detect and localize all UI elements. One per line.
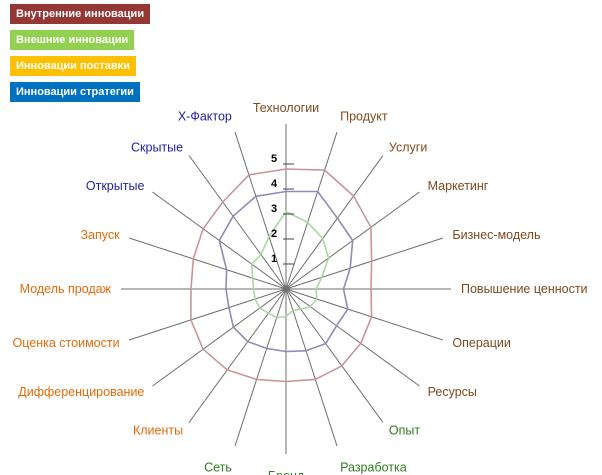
axis-label: Опыт <box>389 424 420 438</box>
legend-item-supply: Инновации поставки <box>10 56 136 76</box>
axis-labels: Технологии Продукт Услуги Маркетинг Бизнес-м… <box>13 101 588 475</box>
spoke <box>285 237 444 290</box>
spoke <box>188 155 287 290</box>
spoke <box>188 288 287 423</box>
scale-ticks: 1 2 3 4 5 <box>271 153 294 265</box>
axis-label: Запуск <box>80 228 120 242</box>
spokes <box>121 124 451 454</box>
spoke <box>285 288 384 423</box>
series-line <box>218 190 354 353</box>
series-lines <box>190 168 373 383</box>
spoke <box>128 237 287 290</box>
spoke <box>234 288 287 447</box>
spoke <box>285 288 420 387</box>
axis-label: Клиенты <box>133 424 183 438</box>
axis-label: Бизнес-модель <box>452 228 540 242</box>
series-line <box>250 210 330 319</box>
axis-label: Дифференцирование <box>18 385 144 399</box>
legend-item-external: Внешние инновации <box>10 30 135 50</box>
axis-label: Технологии <box>253 101 319 115</box>
spoke <box>234 131 287 290</box>
axis-label: Оценка стоимости <box>13 336 120 350</box>
spoke <box>285 288 338 447</box>
axis-label: Продукт <box>340 110 388 124</box>
spoke <box>285 288 444 341</box>
axis-label: Модель продаж <box>20 282 112 296</box>
axis-label: Ресурсы <box>428 385 477 399</box>
spoke <box>128 288 287 341</box>
spoke <box>285 131 338 290</box>
axis-label: Сеть <box>204 460 232 474</box>
axis-label: Услуги <box>389 140 427 154</box>
spoke <box>285 155 384 290</box>
legend: Внутренние инновации Внешние инновации И… <box>10 4 190 108</box>
axis-label: Скрытые <box>131 140 183 154</box>
tick-label: 1 <box>271 253 277 265</box>
tick-label: 3 <box>271 203 277 215</box>
tick-label: 4 <box>271 178 278 190</box>
legend-item-strategy: Инновации стратегии <box>10 82 140 102</box>
tick-label: 5 <box>271 153 277 165</box>
axis-label: Маркетинг <box>428 179 489 193</box>
axis-label: Открытые <box>86 179 145 193</box>
axis-label: Повышение ценности <box>461 282 588 296</box>
axis-label: Бренд <box>268 469 305 475</box>
spoke <box>152 288 287 387</box>
axis-label: X-Фактор <box>178 110 232 124</box>
legend-item-internal: Внутренние инновации <box>10 4 151 24</box>
tick-label: 2 <box>271 228 277 240</box>
axis-label: Операции <box>452 336 510 350</box>
series-line <box>190 168 373 383</box>
axis-label: Разработка <box>340 460 407 474</box>
